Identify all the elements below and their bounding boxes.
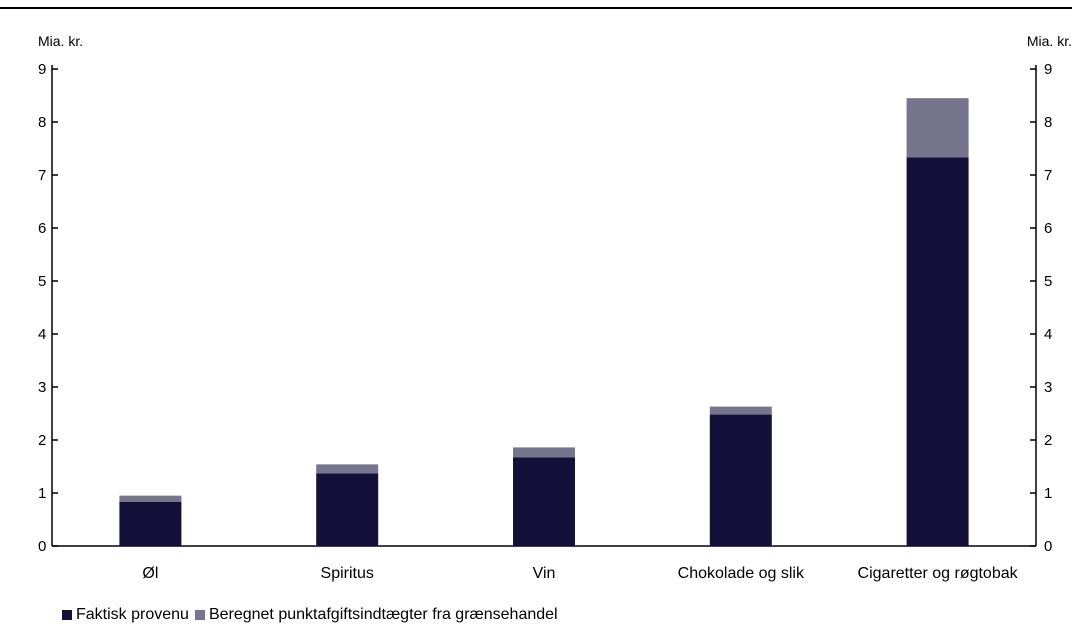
- bar-segment-graensehandel: [316, 464, 379, 474]
- right-y-tick-label: 6: [1044, 220, 1052, 237]
- category-label: Cigaretter og røgtobak: [858, 565, 1019, 582]
- left-y-tick-label: 5: [38, 273, 46, 290]
- legend-swatch-graensehandel: [194, 610, 205, 620]
- right-y-tick-label: 0: [1044, 538, 1052, 555]
- bars: [119, 98, 969, 546]
- right-y-tick-label: 2: [1044, 432, 1052, 449]
- left-y-tick-label: 3: [38, 379, 46, 396]
- left-unit-label: Mia. kr.: [38, 33, 83, 49]
- left-y-tick-label: 4: [38, 326, 46, 343]
- category-labels: Øl Spiritus Vin Chokolade og slik Cigaretter…: [142, 565, 1018, 582]
- right-y-tick-label: 5: [1044, 273, 1052, 290]
- category-label: Chokolade og slik: [678, 565, 805, 582]
- right-unit-label: Mia. kr.: [1027, 33, 1072, 49]
- category-label: Spiritus: [321, 565, 374, 582]
- right-y-tick-label: 4: [1044, 326, 1052, 343]
- legend: Faktisk provenu Beregnet punktafgiftsind…: [62, 606, 558, 624]
- legend-label-faktisk: Faktisk provenu: [76, 606, 189, 623]
- bar-segment-graensehandel: [513, 447, 575, 458]
- right-y-tick-label: 9: [1044, 61, 1052, 78]
- axes: 0 0 1 1 2 2 3 3 4 4 5 5 6 6 7 7 8 8 9 9: [38, 61, 1052, 555]
- left-y-tick-label: 1: [38, 485, 46, 502]
- legend-item-graensehandel: Beregnet punktafgiftsindtægter fra græns…: [194, 606, 558, 624]
- bar-segment-faktisk: [513, 457, 575, 546]
- right-y-tick-label: 1: [1044, 485, 1052, 502]
- right-y-tick-label: 7: [1044, 167, 1052, 184]
- category-label: Vin: [533, 565, 556, 582]
- right-y-tick-label: 8: [1044, 114, 1052, 131]
- bar-segment-graensehandel: [709, 406, 772, 415]
- legend-swatch-faktisk: [62, 610, 72, 620]
- left-y-tick-label: 7: [38, 167, 46, 184]
- bar-segment-graensehandel: [119, 495, 182, 503]
- left-y-tick-label: 8: [38, 114, 46, 131]
- bar-segment-faktisk: [316, 473, 379, 546]
- bar-segment-faktisk: [709, 414, 772, 546]
- legend-item-faktisk: Faktisk provenu: [62, 606, 189, 624]
- bar-segment-faktisk: [906, 157, 969, 546]
- left-y-tick-label: 2: [38, 432, 46, 449]
- left-y-tick-label: 0: [38, 538, 46, 555]
- left-y-tick-label: 9: [38, 61, 46, 78]
- category-label: Øl: [142, 565, 158, 582]
- right-y-tick-label: 3: [1044, 379, 1052, 396]
- legend-label-graensehandel: Beregnet punktafgiftsindtægter fra græns…: [208, 606, 558, 623]
- left-y-tick-label: 6: [38, 220, 46, 237]
- bar-segment-graensehandel: [906, 98, 969, 158]
- bar-segment-faktisk: [119, 502, 182, 546]
